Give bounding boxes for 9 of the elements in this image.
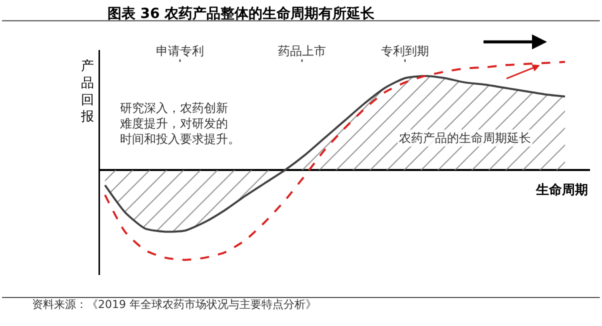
text: 专利到期: [381, 44, 429, 58]
annotation: 农药产品的生命周期延长: [399, 131, 531, 145]
text: 申请专利: [156, 44, 204, 58]
text: 药品上市: [278, 44, 326, 58]
text: 资料来源：《2019 年全球农药市场状况与主要特点分析》: [32, 298, 316, 311]
chart-title: 图表 36 农药产品整体的生命周期有所延长: [107, 4, 376, 22]
x-axis-title: 生命周期: [535, 183, 588, 198]
annotation: 研究深入，农药创新难度提升，对研发的时间和投入要求提升。: [119, 101, 240, 146]
y-axis-title: 产品回报: [80, 59, 94, 125]
